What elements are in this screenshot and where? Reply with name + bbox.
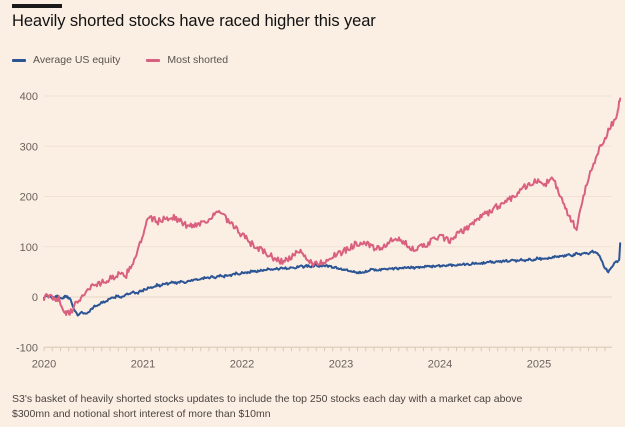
y-axis-tick-200: 200	[20, 192, 38, 204]
x-axis-tick-2021: 2021	[131, 358, 155, 370]
legend-item-most-shorted: Most shorted	[146, 54, 228, 66]
y-axis-tick--100: -100	[16, 342, 38, 354]
y-axis-tick-400: 400	[20, 91, 38, 103]
x-axis-tick-2022: 2022	[230, 358, 254, 370]
x-axis-tick-2023: 2023	[329, 358, 353, 370]
x-axis-tick-2025: 2025	[527, 358, 551, 370]
footnote-line-2: $300mn and notional short interest of mo…	[12, 408, 271, 420]
legend-swatch-blue	[12, 58, 26, 62]
top-rule-divider	[12, 4, 62, 8]
y-axis-tick-0: 0	[32, 292, 38, 304]
legend-label-most-shorted: Most shorted	[167, 54, 229, 66]
chart-footnote: S3's basket of heavily shorted stocks up…	[12, 392, 612, 422]
footnote-line-1: S3's basket of heavily shorted stocks up…	[12, 393, 523, 405]
y-axis-tick-100: 100	[20, 242, 38, 254]
legend-item-average-us-equity: Average US equity	[12, 54, 120, 66]
y-axis-tick-300: 300	[20, 141, 38, 153]
chart-legend: Average US equity Most shorted	[12, 52, 228, 68]
legend-swatch-pink	[146, 58, 161, 62]
series-line-average-us-equity	[43, 242, 622, 317]
page-title: Heavily shorted stocks have raced higher…	[12, 12, 376, 30]
x-axis-tick-2024: 2024	[428, 358, 452, 370]
series-line-most-shorted	[43, 97, 622, 317]
legend-label-average-us-equity: Average US equity	[33, 54, 121, 66]
x-axis-tick-2020: 2020	[32, 358, 56, 370]
